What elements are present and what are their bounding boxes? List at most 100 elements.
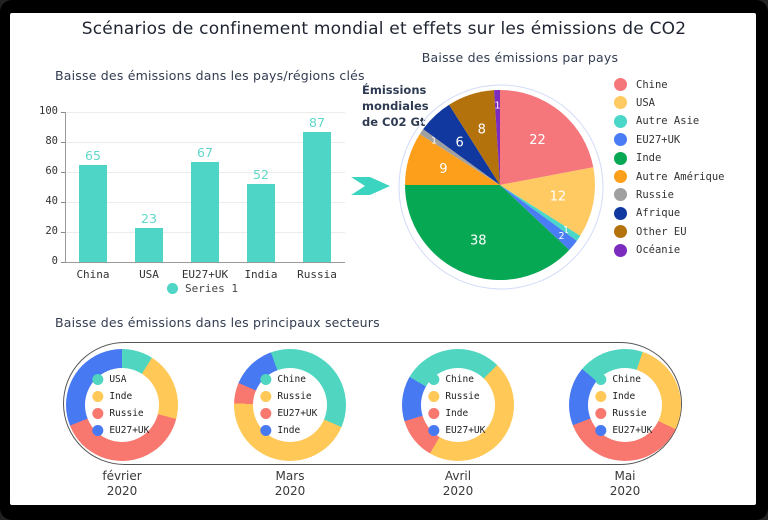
pie-slice-USA <box>500 167 595 236</box>
legend-label: Inde <box>109 391 133 402</box>
pie-slice-value: 22 <box>529 133 546 148</box>
pie-chart-title: Baisse des émissions par pays <box>421 50 619 65</box>
series-legend-label: Series 1 <box>185 282 238 295</box>
pie-slice-Autre Asie <box>500 185 581 241</box>
donut-Mars: Chine Russie EU27+UK Inde <box>234 349 346 461</box>
pie-slice-value: 1 <box>563 225 569 236</box>
pie-slice-Autre Amérique <box>405 134 500 185</box>
y-tick-label: 80 <box>45 135 58 147</box>
donut-section-title: Baisse des émissions dans les principaux… <box>55 315 380 330</box>
month-year: 2020 <box>442 484 474 498</box>
month-name: Mai <box>614 469 636 483</box>
month-year: 2020 <box>274 484 306 498</box>
bar-USA <box>135 227 163 262</box>
bar-value-label: 65 <box>85 147 101 163</box>
legend-item-Chine: Chine <box>614 78 668 91</box>
gridline <box>65 112 345 113</box>
donut-legend-item-EU27+UK: EU27+UK <box>92 422 149 439</box>
legend-label: Russie <box>277 391 312 402</box>
legend-label: EU27+UK <box>612 425 653 436</box>
legend-label: Autre Amérique <box>636 170 725 183</box>
pie-slice-value: 38 <box>470 233 487 248</box>
legend-item-Other EU: Other EU <box>614 225 687 239</box>
legend-label: EU27+UK <box>445 425 486 436</box>
month-name: février <box>102 469 142 483</box>
y-tick-mark <box>61 262 65 263</box>
timeline-outline <box>63 342 682 465</box>
donut-legend-item-Inde: Inde <box>260 422 317 439</box>
legend-dot-icon <box>260 408 272 419</box>
pie-chart: 22 12 1 2 38 9 1 6 8 1 <box>388 73 618 307</box>
legend-label: EU27+UK <box>109 425 150 436</box>
donut-Avril: Chine Russie Inde EU27+UK <box>402 349 514 461</box>
pie-slice-Océanie <box>494 90 500 185</box>
legend-dot-icon <box>428 374 440 385</box>
donut-legend-item-Inde: Inde <box>595 388 652 405</box>
legend-label: Chine <box>445 374 474 385</box>
legend-label: Autre Asie <box>636 115 700 128</box>
bar-Russia <box>303 131 331 262</box>
donut-legend: Chine Russie EU27+UK Inde <box>260 371 317 439</box>
donut-legend-item-Inde: Inde <box>428 405 485 422</box>
legend-item-Autre Asie: Autre Asie <box>614 114 700 128</box>
legend-dot-icon <box>614 243 627 257</box>
bar-value-label: 52 <box>253 167 269 182</box>
legend-dot-icon <box>260 425 272 436</box>
month-year: 2020 <box>106 484 138 498</box>
bar-chart-legend: Series 1 <box>167 282 238 295</box>
donut-legend-item-EU27+UK: EU27+UK <box>428 422 485 439</box>
pie-slice-value: 1 <box>431 135 437 146</box>
donut-legend-item-Inde: Inde <box>92 388 149 405</box>
y-tick-mark <box>61 172 65 173</box>
month-name: Mars <box>275 469 305 483</box>
legend-dot-icon <box>614 96 627 110</box>
pie-slice-value: 8 <box>478 123 486 138</box>
legend-dot-icon <box>92 374 104 385</box>
donut-legend-item-Russie: Russie <box>92 405 149 422</box>
donut-legend: Chine Inde Russie EU27+UK <box>595 371 652 439</box>
month-label-Mai: Mai 2020 <box>575 469 675 499</box>
pie-slice-Inde <box>405 185 570 281</box>
donut-legend: Chine Russie Inde EU27+UK <box>428 371 485 439</box>
bar-EU27+UK <box>191 161 219 262</box>
legend-label: Chine <box>636 78 668 91</box>
legend-dot-icon <box>595 374 607 385</box>
legend-label: Inde <box>612 391 636 402</box>
legend-item-Autre Amérique: Autre Amérique <box>614 170 725 183</box>
legend-dot-icon <box>92 425 104 436</box>
legend-label: Russie <box>636 188 674 201</box>
legend-label: Afrique <box>636 207 681 220</box>
pie-slice-value: 6 <box>456 136 464 151</box>
legend-item-Russie: Russie <box>614 188 674 202</box>
x-category-label: China <box>76 268 110 281</box>
pie-annotation: Émissions mondiales de C02 Gt <box>362 83 429 129</box>
pie-chart-legend: Chine USA Autre Asie EU27+UK Inde Autre Améri… <box>608 78 758 268</box>
page-title: Scénarios de confinement mondial et effe… <box>81 19 687 39</box>
month-year: 2020 <box>609 484 641 498</box>
legend-dot-icon <box>428 425 440 436</box>
pie-slice-Afrique <box>423 104 500 185</box>
donut-legend-item-Chine: Chine <box>260 371 317 388</box>
y-tick-mark <box>61 142 65 143</box>
month-label-février: février 2020 <box>72 469 172 499</box>
x-category-label: EU27+UK <box>181 268 229 281</box>
pie-slice-Other EU <box>449 90 500 185</box>
donut-legend-item-EU27+UK: EU27+UK <box>260 405 317 422</box>
legend-dot-icon <box>614 170 627 183</box>
bar-value-label: 23 <box>141 210 157 226</box>
legend-label: Other EU <box>636 225 687 238</box>
legend-label: Océanie <box>636 244 681 257</box>
legend-label: EU27+UK <box>636 133 681 146</box>
legend-label: USA <box>109 374 127 385</box>
series-legend-dot-icon <box>167 283 178 294</box>
legend-dot-icon <box>428 391 440 402</box>
legend-label: Chine <box>277 374 306 385</box>
bar-India <box>247 184 275 262</box>
donut-legend-item-Russie: Russie <box>260 388 317 405</box>
legend-dot-icon <box>595 425 607 436</box>
legend-dot-icon <box>595 408 607 419</box>
y-tick-label: 60 <box>45 165 58 177</box>
legend-label: EU27+UK <box>277 408 318 419</box>
